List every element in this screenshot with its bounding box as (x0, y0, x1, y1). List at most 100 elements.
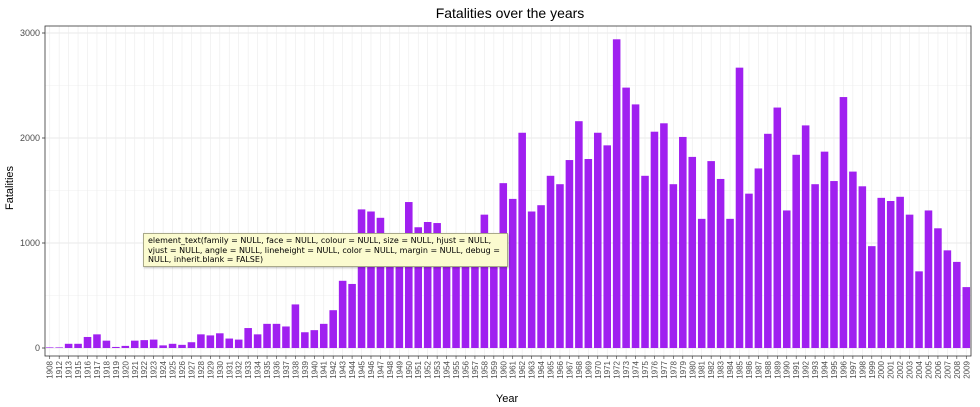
x-tick-label: 1999 (868, 360, 877, 378)
x-tick-label: 1941 (320, 360, 329, 378)
bar (414, 227, 423, 348)
x-tick-label: 1981 (698, 360, 707, 378)
x-tick-label: 1986 (745, 360, 754, 378)
x-tick-label: 1985 (736, 360, 745, 378)
bar (282, 326, 290, 348)
x-tick-label: 1936 (273, 360, 282, 378)
bar (782, 210, 791, 348)
bar (301, 332, 309, 348)
bar (272, 323, 281, 348)
bar (197, 334, 205, 348)
x-tick-label: 1925 (169, 360, 178, 378)
x-tick-label: 1974 (632, 360, 641, 378)
bar (178, 344, 186, 348)
bar (593, 132, 602, 348)
x-tick-label: 1923 (150, 360, 159, 378)
bar (338, 280, 347, 348)
x-tick-label: 1922 (140, 360, 149, 378)
x-tick-label: 1938 (291, 360, 300, 378)
bar (745, 193, 753, 348)
x-tick-label: 1934 (254, 360, 263, 378)
x-tick-label: 2005 (924, 360, 933, 378)
bar (707, 161, 715, 348)
bar (55, 347, 63, 348)
x-tick-label: 1940 (310, 360, 319, 378)
x-tick-label: 1937 (282, 360, 291, 378)
bar (754, 168, 763, 348)
bar (697, 218, 706, 348)
bar (433, 223, 441, 348)
x-tick-label: 1971 (603, 360, 612, 378)
bar (811, 184, 819, 348)
x-tick-label: 1996 (839, 360, 848, 378)
bar (234, 339, 243, 348)
bar (405, 202, 413, 348)
bar (367, 211, 375, 348)
bar (537, 205, 545, 348)
bar (868, 246, 876, 348)
x-tick-label: 1984 (726, 360, 735, 378)
bar (423, 222, 432, 348)
x-tick-label: 1979 (679, 360, 688, 378)
bar (688, 156, 697, 348)
x-tick-label: 1928 (197, 360, 206, 378)
x-tick-label: 1949 (395, 360, 404, 378)
x-tick-label: 2008 (953, 360, 962, 378)
bar (244, 328, 252, 348)
bar (764, 133, 772, 348)
x-tick-label: 1989 (773, 360, 782, 378)
x-tick-label: 1932 (235, 360, 244, 378)
bar (461, 237, 470, 348)
bar (716, 178, 725, 348)
bar (386, 244, 394, 348)
x-tick-label: 1962 (518, 360, 527, 378)
bar (877, 197, 886, 348)
bar (348, 283, 356, 348)
x-tick-label: 1921 (131, 360, 140, 378)
y-tick-label: 3000 (20, 28, 40, 38)
x-tick-label: 1993 (811, 360, 820, 378)
bar (225, 338, 234, 348)
x-axis-ticks: 1908 1912 1913 1915 1916 1917 1918 1919 1920 1921… (46, 356, 971, 379)
x-tick-label: 1980 (688, 360, 697, 378)
y-axis-label: Fatalities (4, 165, 16, 210)
y-axis-ticks: 0 1000 2000 3000 (20, 28, 45, 353)
x-tick-label: 2004 (915, 360, 924, 378)
x-tick-label: 1961 (509, 360, 518, 378)
x-tick-label: 1942 (329, 360, 338, 378)
bar (480, 214, 489, 348)
x-tick-label: 1975 (641, 360, 650, 378)
y-tick-label: 0 (35, 343, 40, 353)
x-tick-label: 1978 (669, 360, 678, 378)
x-tick-label: 1995 (830, 360, 839, 378)
bar (64, 343, 73, 348)
x-tick-label: 1988 (764, 360, 773, 378)
x-tick-label: 1917 (93, 360, 102, 378)
x-tick-label: 1952 (424, 360, 433, 378)
bar (508, 198, 517, 348)
bar (357, 209, 366, 348)
bar (830, 181, 838, 348)
bar (187, 342, 196, 348)
x-tick-label: 1968 (575, 360, 584, 378)
bar (905, 214, 914, 348)
bar (603, 145, 611, 348)
x-tick-label: 1958 (480, 360, 489, 378)
x-tick-label: 1959 (490, 360, 499, 378)
bar (962, 287, 971, 348)
x-tick-label: 1933 (244, 360, 253, 378)
x-tick-label: 1944 (348, 360, 357, 378)
x-tick-label: 1919 (112, 360, 121, 378)
bar (726, 218, 734, 348)
x-tick-label: 2007 (943, 360, 952, 378)
x-tick-label: 1926 (178, 360, 187, 378)
bar (140, 340, 148, 348)
panel-border (44, 25, 972, 357)
x-tick-label: 1998 (858, 360, 867, 378)
bar (442, 238, 451, 348)
bar (291, 304, 300, 348)
x-tick-label: 1918 (102, 360, 111, 378)
bar (329, 310, 337, 348)
bar (83, 336, 92, 348)
x-tick-label: 1930 (216, 360, 225, 378)
